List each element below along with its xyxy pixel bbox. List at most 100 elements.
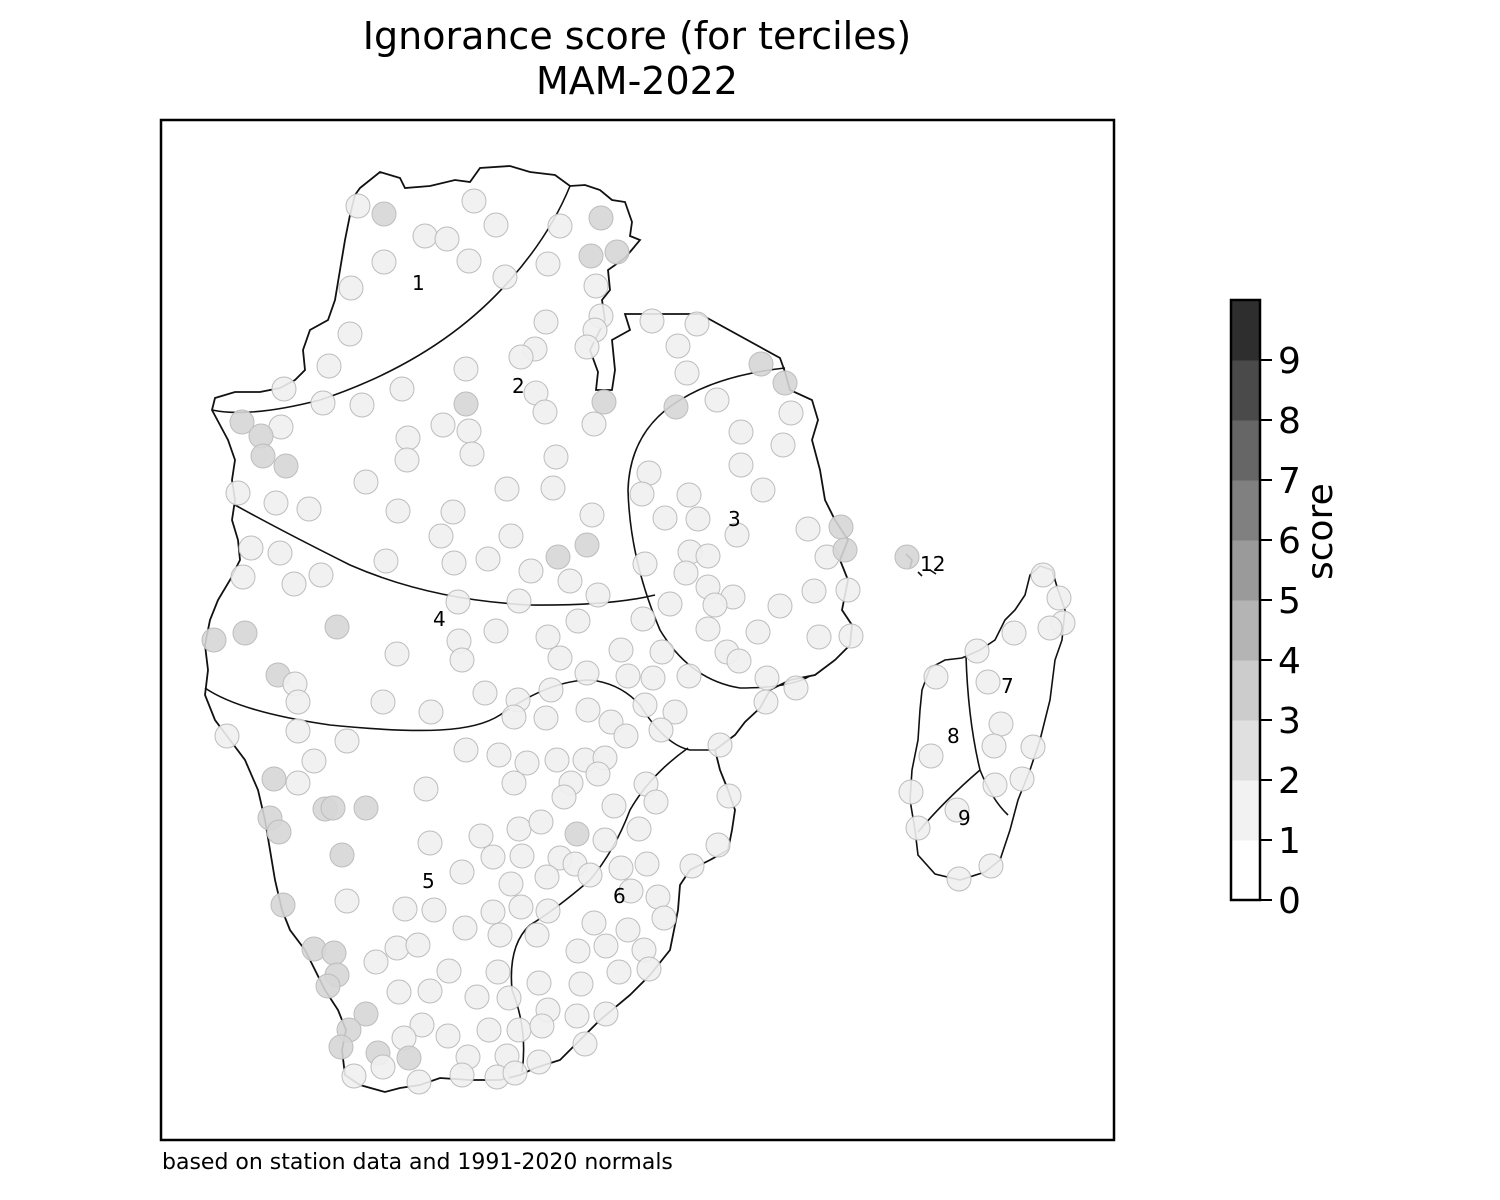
station-marker	[645, 884, 671, 910]
station-marker	[1046, 585, 1072, 611]
station-marker	[338, 275, 364, 301]
map-frame	[159, 118, 1116, 1142]
station-marker	[572, 1031, 598, 1057]
region-labels: 1 2 3 4 5 6 7 8 9 12	[412, 271, 1014, 908]
colorbar-tick-label: 6	[1278, 521, 1301, 562]
station-marker	[652, 505, 678, 531]
station-marker	[370, 1054, 396, 1080]
station-marker	[583, 273, 609, 299]
station-marker	[778, 400, 804, 426]
station-marker	[543, 444, 569, 470]
station-marker	[636, 460, 662, 486]
station-marker	[585, 761, 611, 787]
station-marker	[946, 866, 972, 892]
station-marker	[230, 564, 256, 590]
colorbar-segment	[1231, 420, 1260, 481]
station-marker	[238, 535, 264, 561]
colorbar-segment	[1231, 360, 1260, 421]
station-marker	[334, 888, 360, 914]
station-marker	[435, 1023, 461, 1049]
colorbar-segment	[1231, 840, 1260, 901]
station-marker	[384, 935, 410, 961]
station-marker	[373, 548, 399, 574]
station-marker	[648, 717, 674, 743]
station-marker	[702, 592, 728, 618]
station-marker	[1037, 615, 1063, 641]
station-marker	[716, 783, 742, 809]
station-marker	[578, 243, 604, 269]
colorbar-tick-label: 7	[1278, 461, 1301, 502]
station-marker	[795, 516, 821, 542]
station-marker	[685, 506, 711, 532]
region-label-7: 7	[1001, 674, 1014, 698]
station-marker	[835, 577, 861, 603]
station-marker	[483, 212, 509, 238]
station-marker	[695, 616, 721, 642]
station-marker	[502, 1060, 528, 1086]
colorbar-segment	[1231, 780, 1260, 841]
station-marker	[413, 776, 439, 802]
station-marker	[574, 660, 600, 686]
station-marker	[662, 699, 688, 725]
station-marker	[534, 864, 560, 890]
station-marker	[436, 958, 462, 984]
station-marker	[453, 391, 479, 417]
station-marker	[486, 742, 512, 768]
station-marker	[508, 344, 534, 370]
colorbar-segment	[1231, 300, 1260, 361]
station-marker	[263, 490, 289, 516]
station-marker	[626, 816, 652, 842]
region-label-2: 2	[512, 374, 525, 398]
station-marker	[665, 333, 691, 359]
station-marker	[498, 871, 524, 897]
station-marker	[551, 784, 577, 810]
colorbar-tick-label: 2	[1278, 761, 1301, 802]
station-marker	[538, 677, 564, 703]
station-marker	[982, 772, 1008, 798]
station-marker	[267, 540, 293, 566]
station-marker	[634, 851, 660, 877]
station-marker	[301, 748, 327, 774]
colorbar-tick-label: 1	[1278, 821, 1301, 862]
colorbar-tick-label: 0	[1278, 881, 1301, 922]
station-marker	[649, 639, 675, 665]
station-marker	[214, 723, 240, 749]
station-marker	[349, 392, 375, 418]
station-marker	[266, 819, 292, 845]
station-marker	[753, 689, 779, 715]
station-marker	[575, 697, 601, 723]
station-marker	[615, 663, 641, 689]
station-marker	[315, 973, 341, 999]
station-marker	[324, 614, 350, 640]
station-marker	[801, 578, 827, 604]
region-label-12: 12	[920, 552, 945, 576]
boundary-region-3	[627, 367, 811, 689]
station-marker	[321, 940, 347, 966]
station-marker	[353, 1001, 379, 1027]
station-marker	[445, 589, 471, 615]
station-marker	[475, 546, 501, 572]
station-marker	[588, 205, 614, 231]
station-marker	[581, 411, 607, 437]
station-marker	[568, 971, 594, 997]
station-marker	[526, 1049, 552, 1075]
region-label-4: 4	[433, 607, 446, 631]
station-marker	[601, 793, 627, 819]
station-marker	[514, 750, 540, 776]
station-marker	[341, 1063, 367, 1089]
colorbar-segment	[1231, 600, 1260, 661]
station-marker	[748, 351, 774, 377]
mainland-coastline	[204, 165, 853, 1093]
station-marker	[384, 641, 410, 667]
station-marker	[726, 648, 752, 674]
colorbar-segment	[1231, 480, 1260, 541]
station-marker	[564, 1003, 590, 1029]
station-marker	[988, 711, 1014, 737]
station-marker	[1020, 734, 1046, 760]
station-marker	[673, 560, 699, 586]
station-marker	[547, 213, 573, 239]
station-marker	[472, 680, 498, 706]
station-marker	[371, 201, 397, 227]
station-marker	[389, 376, 415, 402]
station-marker	[468, 823, 494, 849]
